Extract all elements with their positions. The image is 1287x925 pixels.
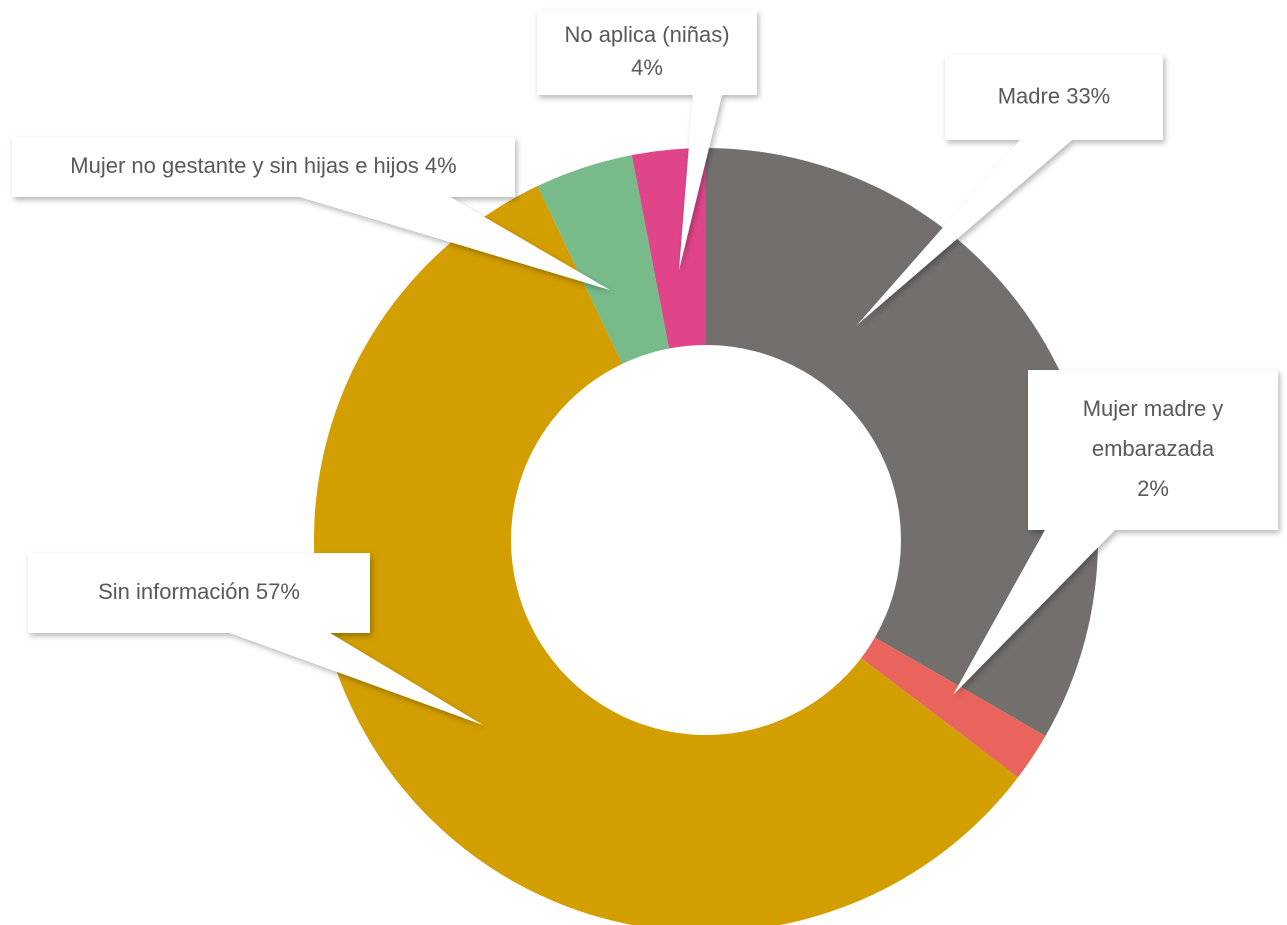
data-label-madre-line-1: Madre 33% xyxy=(998,83,1111,108)
callout-mujer-madre-y-embarazada xyxy=(953,370,1278,695)
data-label-mujer-madre-y-embarazada-line-3: 2% xyxy=(1137,476,1169,501)
slice-sin-informacion xyxy=(314,186,1018,925)
data-label-no-aplica-ninas-line-2: 4% xyxy=(631,55,663,80)
callout-box xyxy=(12,137,515,197)
callout-mujer-no-gestante-y-sin-hijas-e-hijos xyxy=(12,137,610,290)
callout-pointer xyxy=(857,140,1072,325)
slice-mujer-no-gestante-y-sin-hijas-e-hijos xyxy=(537,155,670,364)
callout-no-aplica-ninas xyxy=(537,10,757,270)
callout-box xyxy=(1028,370,1278,530)
callout-sin-informacion xyxy=(28,553,483,725)
callout-box xyxy=(945,55,1163,140)
donut-slices xyxy=(314,148,1098,925)
callout-pointer xyxy=(953,530,1115,695)
slice-mujer-madre-y-embarazada xyxy=(861,637,1046,778)
data-label-no-aplica-ninas-line-1: No aplica (niñas) xyxy=(564,22,729,47)
data-label-mujer-madre-y-embarazada-line-2: embarazada xyxy=(1092,436,1215,461)
callout-pointer xyxy=(230,633,483,725)
data-label-sin-informacion-line-1: Sin información 57% xyxy=(98,579,300,604)
callout-box xyxy=(28,553,370,633)
callout-box xyxy=(537,10,757,95)
callout-madre xyxy=(857,55,1163,325)
data-label-mujer-madre-y-embarazada-line-1: Mujer madre y xyxy=(1083,396,1224,421)
callout-pointer xyxy=(679,95,722,270)
data-label-callouts: Madre 33% Mujer madre y embarazada 2% Sin in… xyxy=(12,10,1278,725)
slice-madre xyxy=(706,148,1098,736)
callout-pointer xyxy=(300,197,610,290)
data-label-mujer-no-gestante-y-sin-hijas-e-hijos-line-1: Mujer no gestante y sin hijas e hijos 4% xyxy=(70,153,456,178)
